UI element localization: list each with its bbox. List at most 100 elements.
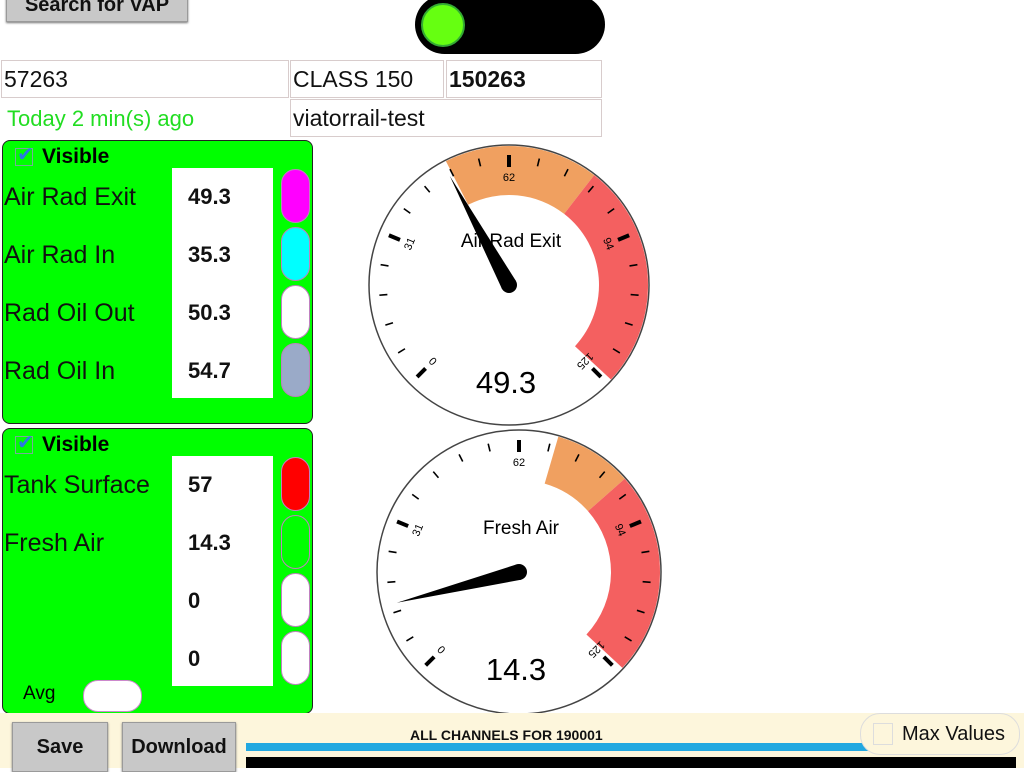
danger-band [586,478,660,668]
source-field[interactable]: viatorrail-test [290,99,602,137]
gauge-tick-label: 62 [513,457,525,469]
channel-color-button[interactable] [281,169,310,223]
checkbox-icon: ✔ [15,144,34,166]
search-vap-button[interactable]: Search for VAP [6,0,188,22]
gauge-tick-label: 62 [503,172,515,184]
gauge-tick [415,367,427,379]
channel-color-button[interactable] [281,631,310,685]
channel-color-button[interactable] [281,285,310,339]
last-updated: Today 2 min(s) ago [7,106,195,131]
gauge-tick [477,158,482,167]
gauge-tick [630,293,639,296]
channel-panel: ✔ Visible Air Rad Exit 49.3 Air Rad In 3… [2,140,313,424]
gauge-title: Air Rad Exit [461,231,562,252]
visible-label: Visible [42,433,110,456]
visible-checkbox[interactable]: ✔ Visible [15,144,110,169]
gauge-tick [618,493,627,500]
gauge-tick [385,321,394,326]
visible-label: Visible [42,145,110,168]
channel-value: 14.3 [188,530,231,555]
gauge-tick [602,655,614,667]
channel-label: Rad Oil Out [4,299,135,327]
channel-label: Rad Oil In [4,357,116,385]
value-column [172,168,273,398]
gauge-title: Fresh Air [483,518,560,539]
gauge-tick [458,454,464,462]
gauge-tick [574,454,580,462]
gauge-tick [423,185,431,193]
gauge-tick-label: 94 [600,236,616,252]
gauge-tick [388,233,401,242]
gauge-tick [411,493,420,500]
gauge-tick-label: 94 [612,522,628,538]
gauge-tick [624,636,632,642]
gauge-tick [641,550,650,554]
channel-label: Tank Surface [4,471,150,499]
channels-tab-title[interactable]: ALL CHANNELS FOR 190001 [410,727,603,743]
channel-value: 0 [188,646,201,671]
avg-toggle[interactable] [83,680,142,712]
gauge-tick [629,263,638,267]
max-values-label: Max Values [902,722,1006,745]
gauge-tick [591,367,603,379]
connection-toggle[interactable] [415,0,605,54]
class-field[interactable]: CLASS 150 [290,60,444,98]
unit-field[interactable]: 150263 [446,60,602,98]
gauge-tick [406,636,414,642]
gauge-needle-hub [511,564,527,580]
danger-band [564,175,648,380]
gauge-tick-label: 31 [410,522,426,538]
gauge-tick [642,580,651,584]
gauge-tick [629,519,642,528]
gauge-tick [563,168,569,177]
gauge-tick [547,443,551,452]
channel-value: 35.3 [188,242,231,267]
warning-band [544,436,625,512]
gauge-tick [387,580,396,584]
gauge-needle [449,176,517,289]
channel-label: Air Rad In [4,241,116,269]
vehicle-id-field[interactable]: 57263 [1,60,289,98]
visible-checkbox[interactable]: ✔ Visible [15,432,110,457]
gauge-tick [587,185,595,193]
gauge-tick [380,263,389,267]
channel-color-button[interactable] [281,457,310,511]
tab-indicator [246,743,886,751]
channel-color-button[interactable] [281,343,310,397]
channel-value: 57 [188,472,213,497]
gauge-tick [432,471,440,479]
gauge-tick [598,471,606,479]
channel-color-button[interactable] [281,573,310,627]
gauge-tick [379,293,388,296]
gauge-tick [487,443,491,452]
gauge-value: 14.3 [486,652,546,687]
warning-band [445,146,595,214]
gauge-tick [612,348,621,354]
gauge-tick-label: 31 [402,236,418,252]
gauge-tick [388,550,397,554]
channel-panel: ✔ Visible Tank Surface 57 Fresh Air 14.3… [2,428,313,714]
channel-value: 0 [188,588,201,613]
channel-color-button[interactable] [281,515,310,569]
channel-color-button[interactable] [281,227,310,281]
gauge-tick [393,609,402,614]
download-button[interactable]: Download [122,722,236,772]
channel-label: Air Rad Exit [4,183,136,211]
gauge-tick [636,609,645,614]
gauge-tick [624,321,633,326]
channel-label: Fresh Air [4,529,105,557]
toggle-knob [421,3,465,47]
gauge-tick [536,158,541,167]
max-values-checkbox[interactable] [873,723,893,745]
gauge-needle [396,564,521,603]
channel-value: 49.3 [188,184,231,209]
value-column [172,456,273,686]
gauge-tick [449,168,455,177]
gauge-tick [397,348,406,354]
channel-value: 54.7 [188,358,231,383]
gauge-needle-hub [501,277,517,293]
max-values-toggle[interactable]: Max Values [860,713,1020,755]
save-button[interactable]: Save [12,722,108,772]
gauge-tick [607,207,615,214]
